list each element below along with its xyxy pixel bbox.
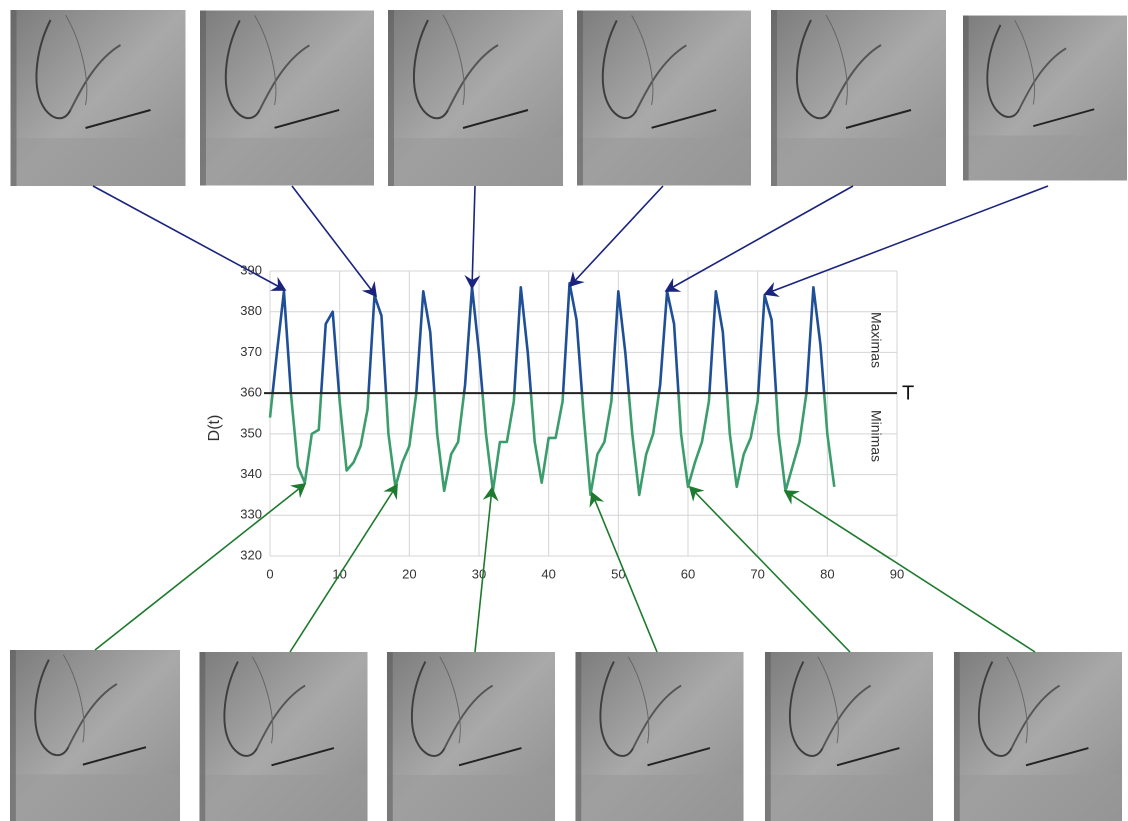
arrow: [763, 185, 1049, 297]
angiogram-frame: [577, 10, 751, 186]
x-tick-label: 80: [820, 566, 834, 581]
y-tick-label: 360: [240, 385, 262, 400]
maxima-label: Maximas: [868, 312, 884, 368]
angiogram-frame: [200, 10, 374, 186]
data-line: [268, 281, 836, 497]
x-tick-label: 20: [402, 566, 416, 581]
min-arrows: [94, 483, 1036, 653]
arrow: [664, 185, 854, 292]
y-tick-label: 390: [240, 262, 262, 277]
angiogram-frame: [385, 652, 557, 821]
arrow: [92, 185, 287, 291]
threshold-label: T: [902, 382, 914, 404]
x-tick-label: 60: [681, 566, 695, 581]
y-axis-label: D(t): [206, 415, 223, 442]
x-tick-label: 70: [750, 566, 764, 581]
x-tick-label: 40: [541, 566, 555, 581]
x-tick-label: 0: [266, 566, 273, 581]
angiogram-frame: [763, 652, 935, 821]
angiogram-frame: [963, 14, 1127, 182]
y-tick-label: 370: [240, 344, 262, 359]
arrow: [464, 185, 481, 290]
max-arrows: [92, 185, 1049, 298]
top-frames: [10, 10, 1127, 186]
arrow: [289, 483, 398, 653]
angiogram-frame: [8, 650, 182, 821]
angiogram-frame: [574, 652, 745, 821]
angiogram-frame: [388, 10, 563, 186]
arrow: [94, 483, 307, 651]
angiogram-frame: [10, 10, 186, 186]
chart: 3203303403503603703803900102030405060708…: [206, 262, 914, 581]
angiogram-frame: [198, 652, 369, 821]
x-tick-label: 90: [890, 566, 904, 581]
y-tick-label: 380: [240, 303, 262, 318]
minima-label: Minimas: [868, 410, 884, 462]
y-tick-label: 330: [240, 507, 262, 522]
y-tick-label: 350: [240, 425, 262, 440]
angiogram-frame: [952, 652, 1124, 821]
arrow: [291, 185, 377, 298]
arrow: [589, 491, 658, 653]
arrow: [474, 486, 499, 653]
y-tick-label: 340: [240, 466, 262, 481]
arrow: [688, 485, 851, 653]
y-tick-label: 320: [240, 547, 262, 562]
arrow: [783, 490, 1036, 653]
bottom-frames: [8, 650, 1124, 821]
arrow: [568, 185, 664, 288]
x-tick-label: 50: [611, 566, 625, 581]
angiogram-frame: [771, 10, 946, 186]
